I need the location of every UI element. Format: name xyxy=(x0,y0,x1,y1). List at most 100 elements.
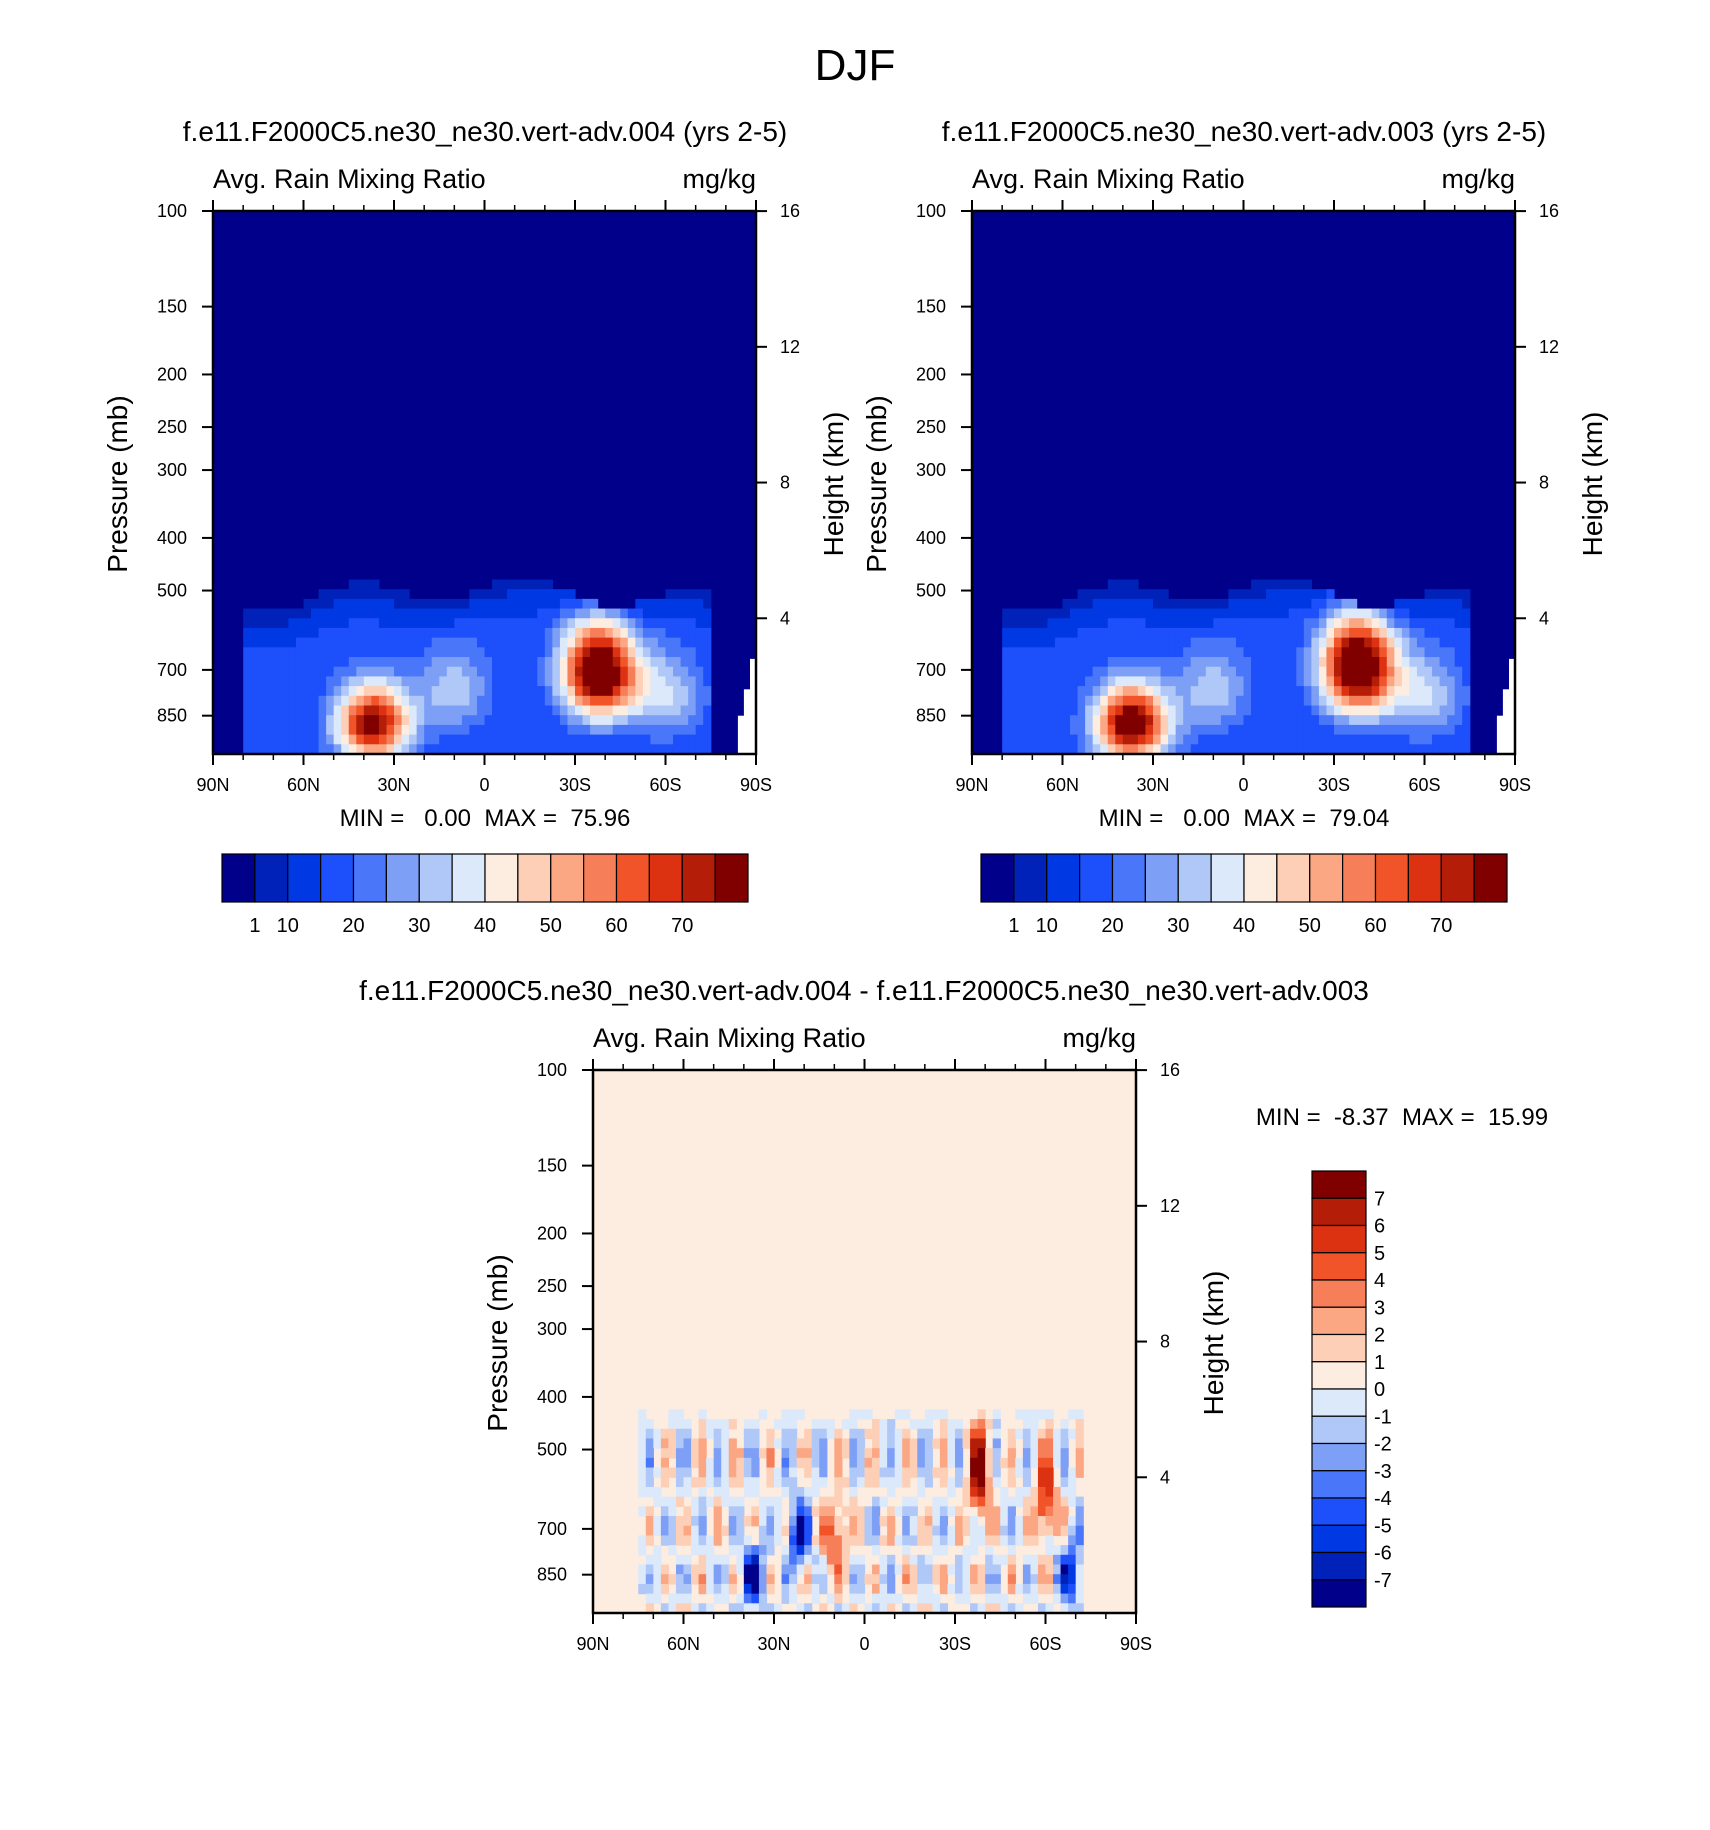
contour-cell xyxy=(1062,647,1071,658)
colorbar-swatch xyxy=(1473,853,1508,903)
contour-cell xyxy=(537,647,546,658)
contour-cell xyxy=(348,734,357,745)
contour-cell xyxy=(894,1593,903,1604)
contour-cell xyxy=(728,1583,737,1595)
contour-cell xyxy=(1326,705,1335,716)
contour-cell xyxy=(992,1409,1001,1420)
contour-cell xyxy=(333,724,342,736)
contour-cell xyxy=(1228,657,1237,668)
contour-cell xyxy=(1364,695,1373,707)
contour-cell xyxy=(605,637,614,648)
contour-cell xyxy=(575,627,584,639)
contour-cell xyxy=(484,744,493,755)
contour-cell xyxy=(1409,744,1418,755)
contour-cell xyxy=(1060,1583,1069,1595)
contour-cell xyxy=(673,608,682,619)
contour-cell xyxy=(371,705,380,716)
contour-cell xyxy=(514,744,523,755)
contour-cell xyxy=(1198,734,1207,745)
contour-cell xyxy=(1030,1438,1039,1449)
contour-cell xyxy=(620,657,629,668)
contour-cell xyxy=(653,1545,662,1556)
contour-cell xyxy=(939,1506,949,1517)
contour-cell xyxy=(657,724,667,736)
contour-cell xyxy=(645,1583,654,1595)
contour-cell xyxy=(1015,1409,1024,1420)
contour-cell xyxy=(1409,637,1418,648)
contour-cell xyxy=(1318,657,1328,668)
contour-cell xyxy=(774,1506,783,1517)
contour-cell xyxy=(311,695,320,707)
contour-cell xyxy=(280,715,290,726)
contour-cell xyxy=(424,657,433,668)
contour-cell xyxy=(668,1525,677,1537)
contour-cell xyxy=(1379,734,1388,745)
contour-cell xyxy=(1228,676,1237,687)
contour-cell xyxy=(657,666,667,678)
contour-cell xyxy=(356,734,365,745)
contour-cell xyxy=(834,1457,843,1469)
contour-cell xyxy=(736,1506,745,1517)
contour-cell xyxy=(887,1477,896,1488)
contour-cell xyxy=(751,1428,760,1440)
contour-cell xyxy=(668,1448,677,1459)
contour-cell xyxy=(642,715,652,726)
contour-cell xyxy=(1068,1554,1077,1566)
contour-cell xyxy=(1341,608,1350,619)
contour-cell xyxy=(1273,657,1282,668)
contour-cell xyxy=(1273,647,1282,658)
contour-cell xyxy=(675,1535,685,1546)
contour-cell xyxy=(529,744,538,755)
contour-cell xyxy=(1015,1428,1024,1440)
contour-cell xyxy=(1183,686,1192,697)
contour-cell xyxy=(645,1486,654,1498)
contour-cell xyxy=(841,1438,851,1449)
contour-cell xyxy=(1243,637,1252,648)
contour-cell xyxy=(1266,724,1275,736)
contour-cell xyxy=(544,598,553,610)
contour-cell xyxy=(265,695,274,707)
contour-cell xyxy=(1022,1467,1032,1478)
contour-cell xyxy=(333,618,342,629)
contour-cell xyxy=(1251,734,1260,745)
contour-cell xyxy=(424,637,433,648)
colorbar-swatch xyxy=(1311,1306,1367,1336)
contour-cell xyxy=(864,1516,873,1527)
contour-cell xyxy=(695,666,704,678)
contour-cell xyxy=(819,1516,828,1527)
contour-cell xyxy=(1130,744,1139,755)
contour-cell xyxy=(1022,1516,1032,1527)
contour-cell xyxy=(1153,637,1162,648)
contour-cell xyxy=(416,715,425,726)
contour-cell xyxy=(386,695,395,707)
contour-cell xyxy=(1022,1535,1032,1546)
contour-cell xyxy=(721,1457,730,1469)
contour-cell xyxy=(439,695,448,707)
contour-cell xyxy=(461,627,471,639)
contour-cell xyxy=(1401,598,1411,610)
contour-cell xyxy=(1037,1603,1047,1614)
contour-cell xyxy=(864,1448,873,1459)
colorbar-label: 1 xyxy=(1008,915,1019,937)
contour-cell xyxy=(924,1593,933,1604)
contour-cell xyxy=(680,598,689,610)
contour-cell xyxy=(1153,598,1162,610)
contour-cell xyxy=(1198,637,1207,648)
contour-cell xyxy=(917,1419,926,1430)
contour-cell xyxy=(834,1486,843,1498)
contour-cell xyxy=(736,1525,745,1537)
contour-cell xyxy=(1085,589,1094,600)
contour-cell xyxy=(657,598,667,610)
contour-cell xyxy=(522,637,531,648)
contour-cell xyxy=(834,1583,843,1595)
contour-cell xyxy=(1205,705,1214,716)
contour-cell xyxy=(243,676,252,687)
contour-cell xyxy=(970,1535,979,1546)
contour-cell xyxy=(454,666,463,678)
contour-cell xyxy=(781,1457,790,1469)
contour-cell xyxy=(789,1554,798,1566)
contour-cell xyxy=(635,676,644,687)
contour-cell xyxy=(645,1516,654,1527)
contour-cell xyxy=(295,734,305,745)
contour-cell xyxy=(378,598,388,610)
